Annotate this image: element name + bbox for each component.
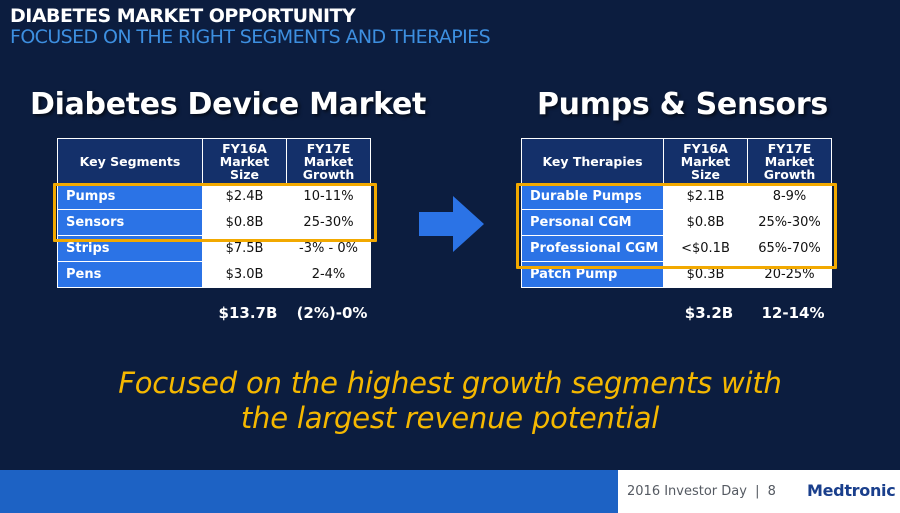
left-total-size: $13.7B [218,304,278,322]
footer-bar [0,470,900,513]
segment-label: Pumps [57,183,203,210]
market-growth-value: 2-4% [286,261,371,288]
column-header-size: FY16A Market Size [663,138,748,184]
highlight-box-therapies [516,183,837,269]
therapy-label: Professional CGM [521,235,664,262]
footer-event: 2016 Investor Day [627,484,747,499]
market-growth-value: 25-30% [286,209,371,236]
therapy-label: Patch Pump [521,261,664,288]
pumps-sensors-heading: Pumps & Sensors [537,87,828,122]
market-growth-value: 10-11% [286,183,371,210]
market-size-value: $0.3B [663,261,748,288]
tagline-line-1: Focused on the highest growth segments w… [118,366,782,400]
market-size-value: $2.4B [202,183,287,210]
segment-label: Pens [57,261,203,288]
market-size-value: $3.0B [202,261,287,288]
column-header-size-text: FY16A Market Size [219,140,270,182]
medtronic-logo: Medtronic [807,481,896,500]
device-market-heading: Diabetes Device Market [30,87,427,122]
column-header-growth: FY17E Market Growth [747,138,832,184]
right-total-size: $3.2B [684,304,734,322]
column-header-growth-text: FY17E Market Growth [763,140,816,182]
footer-separator: | [755,484,760,499]
market-growth-value: 8-9% [747,183,832,210]
table-row: Pens $3.0B 2-4% [57,261,371,288]
right-total-growth: 12-14% [761,304,825,322]
market-growth-value: 20-25% [747,261,832,288]
right-arrow-icon [419,196,484,252]
table-row: Pumps $2.4B 10-11% [57,183,371,210]
pumps-sensors-table: Key Therapies FY16A Market Size FY17E Ma… [521,138,832,288]
table-row: Personal CGM $0.8B 25%-30% [521,209,832,236]
left-total-growth: (2%)-0% [296,304,368,322]
column-header-growth: FY17E Market Growth [286,138,371,184]
slide-subtitle: FOCUSED ON THE RIGHT SEGMENTS AND THERAP… [10,26,491,48]
therapy-label: Personal CGM [521,209,664,236]
tagline-line-2: the largest revenue potential [240,401,660,435]
column-header-therapies: Key Therapies [521,138,664,184]
market-growth-value: 25%-30% [747,209,832,236]
market-size-value: $0.8B [202,209,287,236]
tagline: Focused on the highest growth segments w… [0,366,900,436]
highlight-box-pumps-sensors [53,183,377,242]
slide-title: DIABETES MARKET OPPORTUNITY [10,5,356,27]
table-header-row: Key Therapies FY16A Market Size FY17E Ma… [521,138,832,184]
table-header-row: Key Segments FY16A Market Size FY17E Mar… [57,138,371,184]
segment-label: Sensors [57,209,203,236]
column-header-segments: Key Segments [57,138,203,184]
footer-text: 2016 Investor Day | 8 [627,484,776,499]
table-row: Patch Pump $0.3B 20-25% [521,261,832,288]
table-row: Sensors $0.8B 25-30% [57,209,371,236]
column-header-size: FY16A Market Size [202,138,287,184]
page-number: 8 [767,484,776,499]
column-header-size-text: FY16A Market Size [680,140,731,182]
footer-logo-area [618,470,900,513]
therapy-label: Durable Pumps [521,183,664,210]
column-header-growth-text: FY17E Market Growth [302,140,355,182]
device-market-table: Key Segments FY16A Market Size FY17E Mar… [57,138,371,288]
